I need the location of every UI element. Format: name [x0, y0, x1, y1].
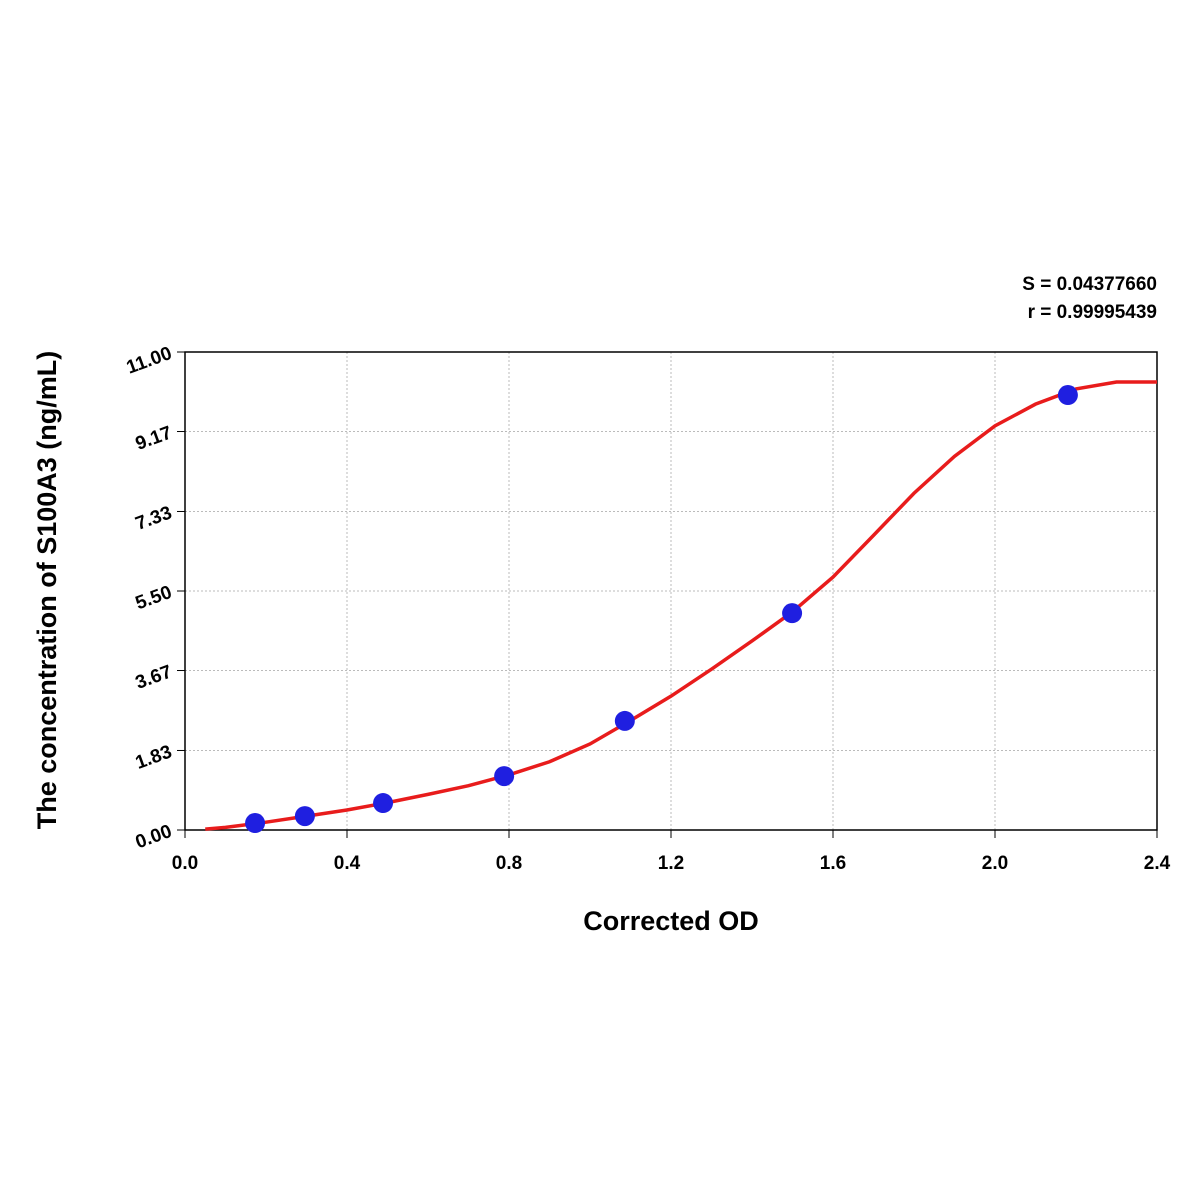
annotation: S = 0.04377660: [1022, 274, 1157, 295]
data-point: [1057, 385, 1078, 406]
y-axis-label: The concentration of S100A3 (ng/mL): [32, 351, 62, 830]
x-tick-label: 2.4: [1144, 853, 1171, 874]
x-tick-label: 0.8: [496, 853, 522, 874]
data-point: [373, 793, 394, 814]
x-tick-label: 2.0: [982, 853, 1008, 874]
x-tick-label: 0.0: [172, 853, 198, 874]
data-point: [245, 813, 266, 834]
data-point: [294, 806, 315, 827]
data-point: [782, 603, 803, 624]
fit-curve: [205, 380, 1157, 831]
data-point: [614, 710, 635, 731]
plot-frame: [184, 351, 1158, 831]
x-tick-label: 1.6: [820, 853, 846, 874]
x-tick-label: 0.4: [334, 853, 361, 874]
data-point: [494, 766, 515, 787]
x-tick-label: 1.2: [658, 853, 684, 874]
x-axis-label: Corrected OD: [583, 906, 759, 936]
annotation: r = 0.99995439: [1028, 302, 1157, 323]
